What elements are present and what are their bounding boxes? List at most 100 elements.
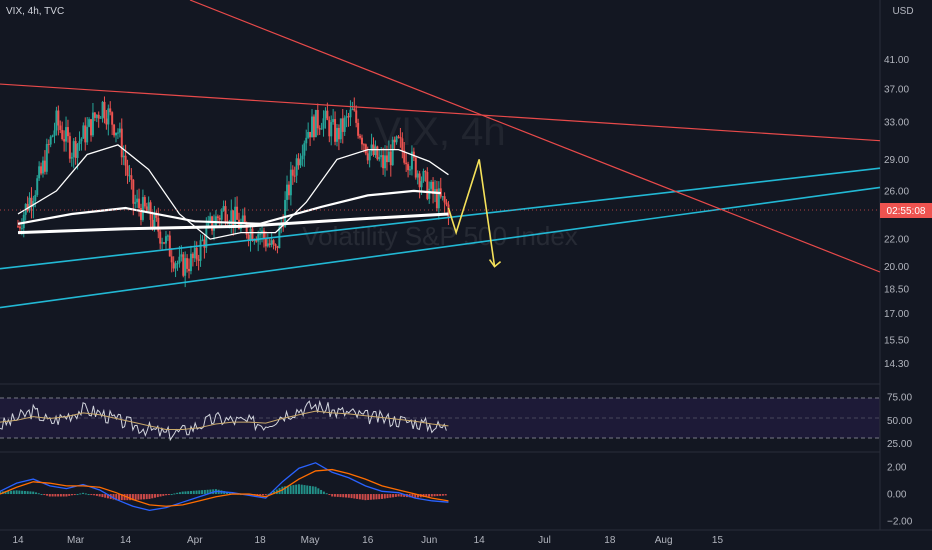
- macd-histogram-bar: [148, 494, 151, 499]
- candle-body: [113, 124, 116, 136]
- candle-body: [382, 155, 385, 169]
- candle-body: [218, 217, 221, 220]
- candle-body: [291, 169, 294, 176]
- candle-body: [91, 112, 94, 136]
- macd-histogram-bar: [120, 494, 123, 501]
- current-price-tag: [880, 203, 932, 218]
- candle-body: [295, 158, 298, 176]
- macd-histogram-bar: [165, 494, 168, 496]
- macd-histogram-bar: [331, 494, 334, 497]
- candle-body: [407, 164, 410, 171]
- macd-histogram-bar: [317, 488, 320, 495]
- candle-body: [253, 240, 256, 242]
- price-axis[interactable]: 41.00 37.00 33.00 29.00 26.00 22.00 20.00 18.50…: [884, 55, 909, 370]
- macd-histogram-bar: [123, 494, 126, 501]
- candle-body: [182, 254, 185, 276]
- macd-histogram-bar: [383, 494, 386, 499]
- candle-body: [416, 173, 419, 178]
- candle-body: [307, 132, 310, 138]
- candle-body: [111, 112, 114, 125]
- macd-histogram-bar: [54, 494, 57, 497]
- candle-body: [447, 204, 450, 218]
- candle-body: [347, 116, 350, 118]
- macd-line: [0, 462, 449, 512]
- candle-body: [391, 139, 394, 166]
- candle-body: [234, 206, 237, 226]
- rsi-pane: [0, 399, 449, 442]
- macd-histogram-bar: [156, 494, 159, 498]
- macd-signal-line: [0, 468, 449, 507]
- price-tick-label: 18.50: [884, 285, 909, 296]
- macd-histogram-bar: [184, 491, 187, 495]
- macd-histogram-bar: [7, 490, 10, 495]
- candle-body: [70, 157, 73, 159]
- candle-body: [163, 242, 166, 244]
- candle-body: [343, 117, 346, 132]
- price-tick-label: 20.00: [884, 262, 909, 273]
- candle-body: [199, 240, 202, 261]
- time-tick-label: Jul: [538, 535, 551, 546]
- macd-histogram-bar: [187, 491, 190, 495]
- candle-body: [193, 247, 196, 259]
- candle-body: [328, 120, 331, 137]
- macd-histogram-bar: [115, 494, 118, 501]
- symbol-header[interactable]: VIX, 4h, TVC: [6, 6, 64, 17]
- candle-body: [276, 245, 279, 249]
- macd-histogram-bar: [142, 494, 145, 500]
- macd-histogram-bar: [62, 494, 65, 497]
- candle-body: [384, 155, 387, 169]
- candle-body: [151, 219, 154, 228]
- macd-histogram-bar: [425, 494, 428, 497]
- candle-body: [266, 243, 269, 247]
- candle-body: [141, 197, 144, 220]
- macd-histogram-bar: [411, 494, 414, 498]
- candle-body: [268, 243, 271, 245]
- candle-body: [61, 130, 64, 140]
- candle-body: [389, 151, 392, 166]
- candle-body: [318, 128, 321, 130]
- rsi-tick-label: 75.00: [887, 393, 912, 404]
- candle-body: [316, 109, 319, 129]
- macd-histogram-bar: [286, 485, 289, 495]
- candle-body: [36, 178, 39, 195]
- candle-body: [330, 122, 333, 137]
- time-axis[interactable]: 14 Mar 14 Apr 18 May 16 Jun 14 Jul 18 Aug 15: [12, 535, 723, 546]
- candle-body: [243, 215, 246, 223]
- macd-histogram-bar: [375, 494, 378, 500]
- candle-body: [230, 210, 233, 224]
- macd-histogram-bar: [12, 490, 15, 495]
- macd-histogram-bar: [328, 494, 331, 496]
- macd-histogram-bar: [59, 494, 62, 497]
- candle-body: [43, 160, 46, 172]
- candle-body: [293, 175, 296, 177]
- candle-body: [437, 188, 440, 209]
- candle-body: [332, 119, 335, 123]
- candle-body: [432, 181, 435, 194]
- candle-body: [88, 119, 91, 127]
- candle-body: [320, 128, 323, 130]
- candle-body: [209, 216, 212, 221]
- candle-body: [426, 172, 429, 199]
- candle-body: [41, 160, 44, 174]
- time-tick-label: 18: [604, 535, 616, 546]
- candle-body: [189, 253, 192, 272]
- price-tick-label: 26.00: [884, 186, 909, 197]
- candle-body: [399, 137, 402, 139]
- macd-histogram-bar: [206, 489, 209, 495]
- macd-histogram-bar: [430, 494, 433, 497]
- candle-body: [435, 189, 438, 209]
- macd-histogram-bar: [84, 493, 87, 495]
- candle-body: [430, 181, 433, 189]
- macd-histogram-bar: [26, 491, 29, 495]
- candle-body: [116, 132, 119, 134]
- candle-body: [155, 212, 158, 218]
- rsi-tick-label: 50.00: [887, 416, 912, 427]
- candle-body: [270, 240, 273, 245]
- candle-body: [301, 155, 304, 160]
- candle-body: [170, 256, 173, 263]
- candle-body: [237, 219, 240, 229]
- macd-histogram-bar: [73, 494, 76, 496]
- macd-histogram-bar: [394, 494, 397, 497]
- rsi-tick-label: 25.00: [887, 439, 912, 450]
